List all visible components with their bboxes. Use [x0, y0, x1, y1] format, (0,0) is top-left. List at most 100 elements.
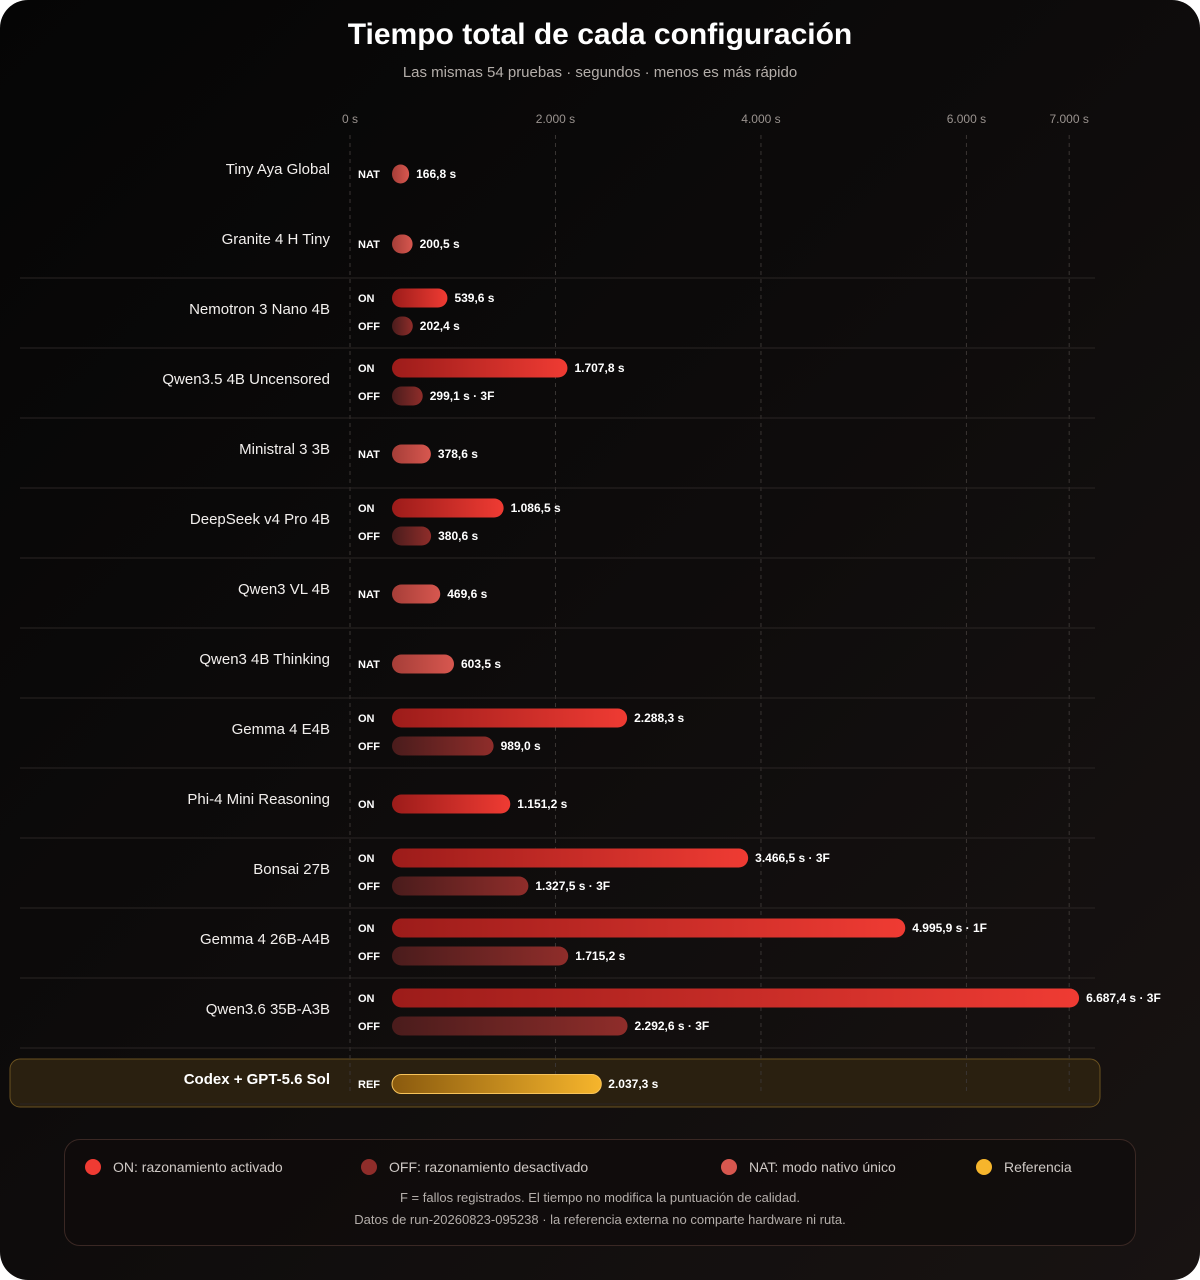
bar-off — [392, 386, 423, 406]
bar-on — [392, 918, 906, 938]
category-label: Bonsai 27B — [253, 861, 330, 878]
bar-nat — [392, 164, 410, 184]
category-label: Ministral 3 3B — [239, 441, 330, 458]
mode-label: ON — [358, 503, 375, 515]
bar-on — [392, 848, 749, 868]
mode-label: NAT — [358, 449, 380, 461]
mode-label: OFF — [358, 321, 380, 333]
legend-item-on: ON: razonamiento activado — [85, 1158, 283, 1176]
legend-item-ref: Referencia — [976, 1158, 1072, 1176]
legend-swatch-on — [85, 1159, 101, 1175]
value-label: 378,6 s — [438, 447, 478, 461]
mode-label: REF — [358, 1079, 380, 1091]
value-label: 1.715,2 s — [575, 949, 625, 963]
value-label: 2.292,6 s · 3F — [635, 1019, 710, 1033]
value-label: 1.086,5 s — [511, 501, 561, 515]
bar-on — [392, 358, 568, 378]
value-label: 1.327,5 s · 3F — [535, 879, 610, 893]
x-tick-label: 2.000 s — [536, 112, 575, 126]
value-label: 6.687,4 s · 3F — [1086, 991, 1161, 1005]
value-label: 1.151,2 s — [517, 797, 567, 811]
bar-on — [392, 988, 1080, 1008]
mode-label: ON — [358, 993, 375, 1005]
bar-nat — [392, 444, 431, 464]
bar-on — [392, 708, 628, 728]
mode-label: OFF — [358, 1021, 380, 1033]
chart-title: Tiempo total de cada configuración — [347, 18, 853, 51]
value-label: 299,1 s · 3F — [430, 389, 495, 403]
category-label: Nemotron 3 Nano 4B — [189, 301, 330, 318]
value-label: 380,6 s — [438, 529, 478, 543]
bar-off — [392, 316, 413, 336]
value-label: 469,6 s — [447, 587, 487, 601]
bar-off — [392, 876, 529, 896]
legend-label-nat: NAT: modo nativo único — [749, 1159, 896, 1175]
value-label: 202,4 s — [420, 319, 460, 333]
legend-swatch-nat — [721, 1159, 737, 1175]
value-label: 4.995,9 s · 1F — [912, 921, 987, 935]
mode-label: ON — [358, 799, 375, 811]
x-tick-label: 7.000 s — [1049, 112, 1088, 126]
bar-off — [392, 1016, 628, 1036]
value-label: 989,0 s — [501, 739, 541, 753]
x-tick-label: 6.000 s — [947, 112, 986, 126]
mode-label: OFF — [358, 391, 380, 403]
category-label: Phi-4 Mini Reasoning — [187, 791, 330, 808]
bar-chart: 0 s 2.000 s 4.000 s 6.000 s 7.000 s Tiny Aya … — [9, 112, 1161, 1108]
legend-label-off: OFF: razonamiento desactivado — [389, 1159, 589, 1175]
category-label: Gemma 4 E4B — [232, 721, 330, 738]
category-label: Qwen3.5 4B Uncensored — [162, 371, 330, 388]
mode-label: ON — [358, 363, 375, 375]
category-label: Granite 4 H Tiny — [222, 231, 331, 248]
category-label: Qwen3.6 35B-A3B — [206, 1001, 330, 1018]
legend-swatch-off — [361, 1159, 377, 1175]
mode-label: NAT — [358, 659, 380, 671]
bar-on — [392, 794, 511, 814]
value-label: 200,5 s — [420, 237, 460, 251]
category-label: Gemma 4 26B-A4B — [200, 931, 330, 948]
category-label: Qwen3 VL 4B — [238, 581, 330, 598]
x-tick-label: 4.000 s — [741, 112, 780, 126]
legend: ON: razonamiento activado OFF: razonamie… — [64, 1139, 1136, 1246]
category-label: DeepSeek v4 Pro 4B — [190, 511, 330, 528]
mode-label: NAT — [358, 169, 380, 181]
mode-label: NAT — [358, 589, 380, 601]
bar-nat — [392, 654, 455, 674]
mode-label: OFF — [358, 881, 380, 893]
mode-label: ON — [358, 853, 375, 865]
bar-nat — [392, 234, 413, 254]
bar-off — [392, 526, 432, 546]
value-label: 2.288,3 s — [634, 711, 684, 725]
legend-item-off: OFF: razonamiento desactivado — [361, 1158, 588, 1176]
legend-label-on: ON: razonamiento activado — [113, 1159, 283, 1175]
legend-item-nat: NAT: modo nativo único — [721, 1158, 896, 1176]
bar-ref — [391, 1074, 602, 1094]
chart-subtitle: Las mismas 54 pruebas · segundos · menos… — [402, 64, 798, 81]
category-label: Tiny Aya Global — [226, 161, 330, 178]
mode-label: ON — [358, 293, 375, 305]
value-label: 539,6 s — [454, 291, 494, 305]
legend-swatch-ref — [976, 1159, 992, 1175]
mode-label: ON — [358, 923, 375, 935]
bar-nat — [392, 584, 441, 604]
mode-label: OFF — [358, 741, 380, 753]
value-label: 603,5 s — [461, 657, 501, 671]
mode-label: OFF — [358, 951, 380, 963]
bar-off — [392, 736, 494, 756]
value-label: 2.037,3 s — [608, 1077, 658, 1091]
legend-note-source: Datos de run-20260823-095238 · la refere… — [354, 1212, 846, 1227]
bar-on — [392, 288, 448, 308]
mode-label: ON — [358, 713, 375, 725]
mode-label: NAT — [358, 239, 380, 251]
value-label: 3.466,5 s · 3F — [755, 851, 830, 865]
legend-label-ref: Referencia — [1004, 1159, 1072, 1175]
legend-note-failures: F = fallos registrados. El tiempo no mod… — [400, 1190, 800, 1205]
category-label: Codex + GPT-5.6 Sol — [184, 1071, 330, 1088]
value-label: 166,8 s — [416, 167, 456, 181]
bar-off — [392, 946, 569, 966]
x-tick-label: 0 s — [342, 112, 358, 126]
value-label: 1.707,8 s — [574, 361, 624, 375]
bar-on — [392, 498, 504, 518]
category-label: Qwen3 4B Thinking — [199, 651, 330, 668]
